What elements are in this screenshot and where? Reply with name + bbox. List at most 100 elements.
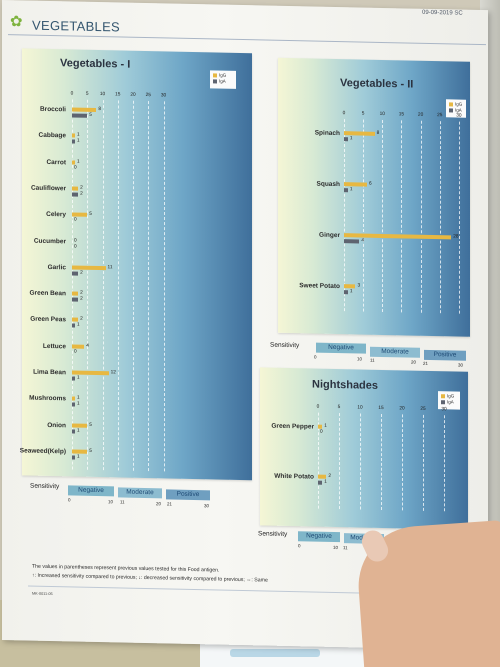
iga-value-label: 0 bbox=[74, 165, 77, 171]
igg-swatch bbox=[213, 73, 217, 78]
range-number: 10 bbox=[357, 356, 363, 362]
igg-bar bbox=[344, 182, 367, 187]
positive-range: Positive bbox=[166, 489, 210, 501]
igg-bar bbox=[318, 424, 323, 429]
food-label: Green Bean bbox=[29, 289, 67, 298]
gridline bbox=[87, 99, 89, 470]
vegetable-icon: ✿ bbox=[10, 13, 23, 31]
iga-bar bbox=[72, 455, 76, 460]
iga-value-label: 1 bbox=[349, 187, 353, 193]
igg-value-label: 6 bbox=[368, 181, 372, 187]
axis-tick-label: 30 bbox=[160, 93, 167, 99]
iga-value-label: 2 bbox=[80, 296, 83, 302]
food-label: Lettuce bbox=[42, 342, 66, 351]
card-stripe bbox=[230, 649, 320, 657]
range-number: 20 bbox=[411, 359, 417, 365]
igg-value-label: 1 bbox=[77, 132, 80, 138]
iga-value-label: 1 bbox=[349, 289, 353, 295]
igg-value-label: 2 bbox=[80, 317, 83, 323]
igg-bar bbox=[72, 160, 76, 165]
gridline bbox=[72, 99, 73, 470]
footnote-arrows: ↑: Increased sensitivity compared to pre… bbox=[32, 572, 268, 584]
range-number: 30 bbox=[458, 362, 464, 368]
sensitivity-scale-nightshades: Sensitivity Negative Moderate Positive 0… bbox=[2, 0, 488, 554]
report-date: 09-09-2019 SC bbox=[422, 9, 463, 17]
range-number: 10 bbox=[108, 499, 114, 505]
igg-value-label: 8 bbox=[98, 107, 102, 113]
igg-value-label: 28 bbox=[453, 234, 459, 240]
food-label: Broccoli bbox=[39, 105, 66, 114]
panel-title: Vegetables - II bbox=[340, 77, 414, 91]
legend-iga: IgA bbox=[219, 78, 226, 84]
document-id: MK-0011-05 bbox=[32, 591, 53, 597]
food-label: Cauliflower bbox=[30, 184, 66, 193]
iga-value-label: 1 bbox=[77, 401, 80, 407]
axis-tick-label: 15 bbox=[115, 92, 121, 98]
food-label: Spinach bbox=[314, 129, 340, 138]
igg-bar bbox=[72, 107, 97, 112]
iga-value-label: 1 bbox=[349, 136, 353, 142]
iga-bar bbox=[72, 429, 76, 434]
igg-bar bbox=[72, 291, 79, 296]
igg-bar bbox=[344, 284, 356, 289]
axis-tick-label: 10 bbox=[99, 92, 106, 98]
food-label: Squash bbox=[316, 180, 340, 189]
sensitivity-label: Sensitivity bbox=[30, 482, 60, 491]
moderate-range: Moderate bbox=[370, 346, 420, 358]
moderate-range: Moderate bbox=[118, 487, 162, 499]
sensitivity-scale-vegetables-ii: Sensitivity Negative Moderate Positive 0… bbox=[2, 0, 488, 368]
iga-value-label: 1 bbox=[77, 322, 80, 329]
iga-bar bbox=[344, 290, 348, 295]
iga-bar bbox=[344, 188, 348, 193]
iga-bar bbox=[72, 192, 79, 197]
gridline bbox=[102, 100, 104, 471]
food-label: Celery bbox=[46, 211, 66, 219]
food-label: Green Pepper bbox=[271, 422, 314, 431]
igg-value-label: 5 bbox=[89, 448, 92, 454]
food-label: Green Peas bbox=[30, 315, 66, 324]
iga-value-label: 0 bbox=[74, 217, 77, 223]
food-label: Ginger bbox=[319, 231, 340, 240]
negative-range: Negative bbox=[298, 531, 340, 543]
iga-value-label: 1 bbox=[324, 479, 327, 485]
axis-tick-label: 0 bbox=[316, 404, 320, 410]
igg-bar bbox=[344, 131, 375, 136]
page-title: VEGETABLES bbox=[32, 17, 121, 35]
iga-bar bbox=[72, 139, 76, 144]
range-number: 0 bbox=[298, 543, 301, 549]
gridline bbox=[420, 120, 422, 313]
axis-tick-label: 0 bbox=[70, 91, 74, 97]
iga-value-label: 1 bbox=[77, 428, 80, 434]
igg-value-label: 8 bbox=[376, 130, 380, 136]
gridline bbox=[117, 100, 119, 471]
igg-value-label: 5 bbox=[89, 422, 92, 428]
legend-iga: IgA bbox=[455, 107, 462, 113]
axis-tick-label: 5 bbox=[361, 111, 365, 117]
sensitivity-label: Sensitivity bbox=[270, 341, 300, 350]
axis-tick-label: 25 bbox=[145, 93, 151, 99]
axis-tick-label: 20 bbox=[417, 112, 424, 118]
igg-value-label: 1 bbox=[324, 423, 327, 429]
gridline bbox=[360, 413, 361, 510]
axis-tick-label: 20 bbox=[130, 92, 136, 98]
igg-bar bbox=[72, 344, 85, 349]
range-number: 30 bbox=[204, 503, 210, 509]
igg-value-label: 2 bbox=[328, 473, 332, 479]
igg-bar bbox=[72, 265, 106, 270]
axis-tick-label: 25 bbox=[420, 406, 426, 412]
food-label: Carrot bbox=[46, 158, 66, 166]
axis-tick-label: 10 bbox=[357, 405, 363, 411]
igg-value-label: 11 bbox=[107, 265, 113, 271]
igg-bar bbox=[344, 233, 452, 240]
iga-value-label: 5 bbox=[89, 112, 92, 118]
legend-igg: IgG bbox=[455, 101, 463, 107]
gridline bbox=[458, 121, 460, 314]
iga-value-label: 0 bbox=[74, 349, 77, 355]
igg-bar bbox=[72, 317, 79, 322]
gridline bbox=[148, 101, 150, 472]
igg-bar bbox=[72, 449, 88, 454]
igg-swatch bbox=[449, 102, 453, 107]
positive-range: Positive bbox=[424, 349, 466, 361]
axis-tick-label: 15 bbox=[398, 112, 405, 118]
